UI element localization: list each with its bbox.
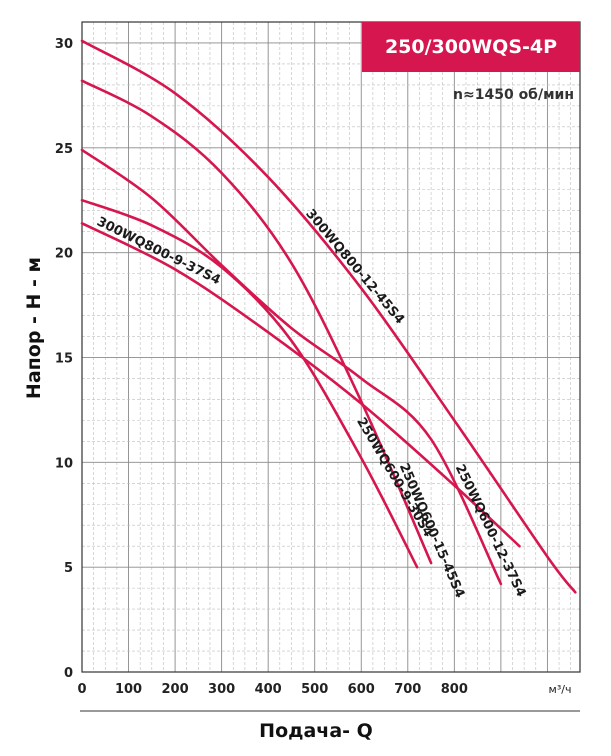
grid [81,21,580,673]
y-tick-label: 5 [64,561,73,576]
chart-title: 250/300WQS-4P [385,36,557,58]
x-tick-label: 800 [441,682,468,697]
curve-250wq600-15-45s4 [80,79,433,565]
curve-label: 250WQ600-15-45S4 [396,461,467,600]
y-axis-label: Напор - Н - м [23,257,45,399]
x-tick-label: 700 [394,682,421,697]
y-tick-label: 0 [64,666,73,681]
plot-frame [81,21,581,673]
y-tick-label: 15 [55,351,73,366]
curve-labels: 300WQ800-12-45S4300WQ800-9-37S4250WQ600-… [94,207,528,601]
x-tick-label: 200 [162,682,189,697]
speed-label: n≈1450 об/мин [453,87,574,103]
x-tick-label: 0 [77,682,86,697]
x-tick-label: 100 [115,682,142,697]
curve-250wq600-9-30s4 [80,198,419,569]
y-tick-labels: 0 5 10 15 20 25 30 [55,37,73,681]
title-badge [362,22,580,72]
curve-300wq800-12-45s4 [80,39,577,594]
x-tick-label: 500 [301,682,328,697]
curves [80,39,577,594]
y-tick-label: 25 [55,142,73,157]
x-tick-label: 300 [208,682,235,697]
y-tick-label: 20 [55,247,73,262]
curve-250wq600-12-37s4 [80,148,503,586]
y-tick-label: 30 [55,37,73,52]
x-axis-unit: м³/ч [549,683,572,696]
x-tick-labels: 0 100 200 300 400 500 600 700 800 [77,682,467,697]
curve-300wq800-9-37s4 [80,222,521,548]
x-tick-label: 600 [348,682,375,697]
x-axis-label: Подача- Q [259,720,373,742]
curve-label: 250WQ600-12-37S4 [452,462,529,599]
y-tick-label: 10 [55,456,73,471]
curve-label: 300WQ800-9-37S4 [94,214,222,288]
x-tick-label: 400 [255,682,282,697]
